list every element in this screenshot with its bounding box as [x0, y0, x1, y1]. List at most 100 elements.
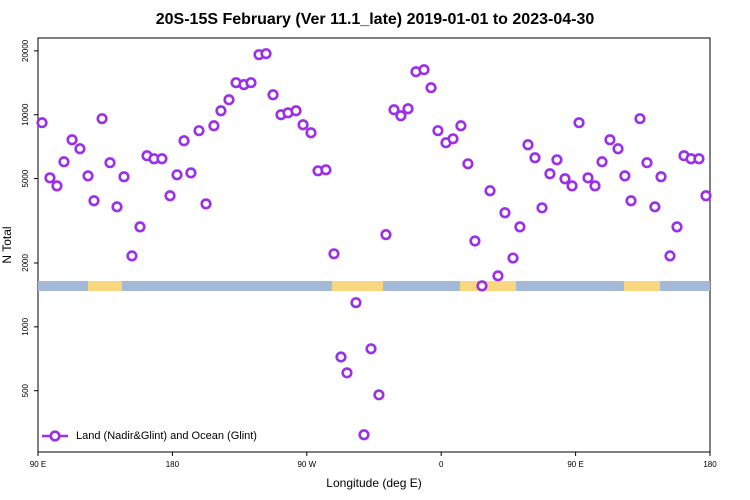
land-strip	[460, 281, 516, 291]
data-point	[193, 125, 205, 137]
data-point	[499, 207, 511, 219]
data-point	[126, 250, 138, 262]
data-point	[96, 113, 108, 125]
data-point	[507, 252, 519, 264]
data-point	[455, 120, 467, 132]
legend-marker	[49, 430, 61, 442]
data-point	[66, 134, 78, 146]
data-point	[492, 270, 504, 282]
data-point	[432, 125, 444, 137]
y-tick-label: 1000	[21, 317, 30, 335]
data-point	[215, 105, 227, 117]
chart-title: 20S-15S February (Ver 11.1_late) 2019-01…	[156, 11, 595, 28]
data-point	[58, 156, 70, 168]
data-point	[88, 195, 100, 207]
data-point	[664, 250, 676, 262]
data-point	[604, 134, 616, 146]
data-point	[625, 195, 637, 207]
data-point	[402, 103, 414, 115]
data-point	[200, 198, 212, 210]
data-point	[185, 167, 197, 179]
data-point	[536, 202, 548, 214]
data-point	[134, 221, 146, 233]
land-strip	[332, 281, 383, 291]
data-point	[634, 113, 646, 125]
data-point	[551, 154, 563, 166]
data-point	[671, 221, 683, 233]
data-point	[589, 180, 601, 192]
data-point	[320, 164, 332, 176]
data-point	[619, 170, 631, 182]
x-tick-label: 90 W	[297, 460, 316, 469]
legend-label: Land (Nadir&Glint) and Ocean (Glint)	[76, 430, 257, 442]
data-point	[566, 180, 578, 192]
legend-item: Land (Nadir&Glint) and Ocean (Glint)	[42, 430, 257, 442]
data-point	[573, 117, 585, 129]
data-point	[328, 248, 340, 260]
data-point	[208, 120, 220, 132]
data-point	[164, 190, 176, 202]
data-point	[655, 171, 667, 183]
data-point	[156, 153, 168, 165]
data-point	[522, 139, 534, 151]
data-point	[51, 180, 63, 192]
x-tick-label: 90 E	[30, 460, 46, 469]
plot-frame	[37, 37, 711, 453]
y-tick-label: 2000	[21, 254, 30, 272]
land-strip	[624, 281, 660, 291]
data-point	[118, 171, 130, 183]
y-tick-label: 20000	[21, 39, 30, 62]
data-point	[559, 173, 571, 185]
y-tick-label: 10000	[21, 103, 30, 126]
data-point	[649, 201, 661, 213]
data-point	[582, 172, 594, 184]
surface-strip	[38, 281, 710, 291]
data-point	[373, 389, 385, 401]
data-point	[462, 158, 474, 170]
data-point	[111, 201, 123, 213]
data-point	[305, 127, 317, 139]
y-tick-label: 500	[21, 383, 30, 397]
data-point	[104, 157, 116, 169]
data-point	[388, 104, 400, 116]
data-point	[596, 156, 608, 168]
data-point	[245, 77, 257, 89]
data-point	[425, 82, 437, 94]
data-point	[350, 297, 362, 309]
data-point	[365, 343, 377, 355]
y-tick-label: 5000	[21, 169, 30, 187]
data-point	[297, 119, 309, 131]
data-point	[380, 229, 392, 241]
data-point	[395, 110, 407, 122]
data-point	[358, 429, 370, 441]
data-point	[693, 153, 705, 165]
data-point	[44, 172, 56, 184]
x-tick-label: 0	[439, 460, 444, 469]
data-point	[223, 94, 235, 106]
data-point	[82, 170, 94, 182]
data-point	[36, 117, 48, 129]
data-point	[418, 64, 430, 76]
data-point	[260, 48, 272, 60]
data-point	[335, 351, 347, 363]
data-point	[267, 89, 279, 101]
data-point	[476, 280, 488, 292]
data-point	[514, 221, 526, 233]
x-tick-label: 180	[703, 460, 717, 469]
data-point	[641, 157, 653, 169]
data-point	[544, 168, 556, 180]
land-strip	[88, 281, 122, 291]
data-point	[171, 169, 183, 181]
data-point	[74, 143, 86, 155]
x-tick-label: 90 E	[567, 460, 583, 469]
data-point	[447, 133, 459, 145]
data-point	[700, 190, 712, 202]
x-tick-label: 180	[166, 460, 180, 469]
data-point	[529, 152, 541, 164]
data-point	[178, 135, 190, 147]
data-point	[612, 143, 624, 155]
data-point	[290, 105, 302, 117]
data-point	[341, 367, 353, 379]
y-axis-label: N Total	[0, 226, 14, 263]
